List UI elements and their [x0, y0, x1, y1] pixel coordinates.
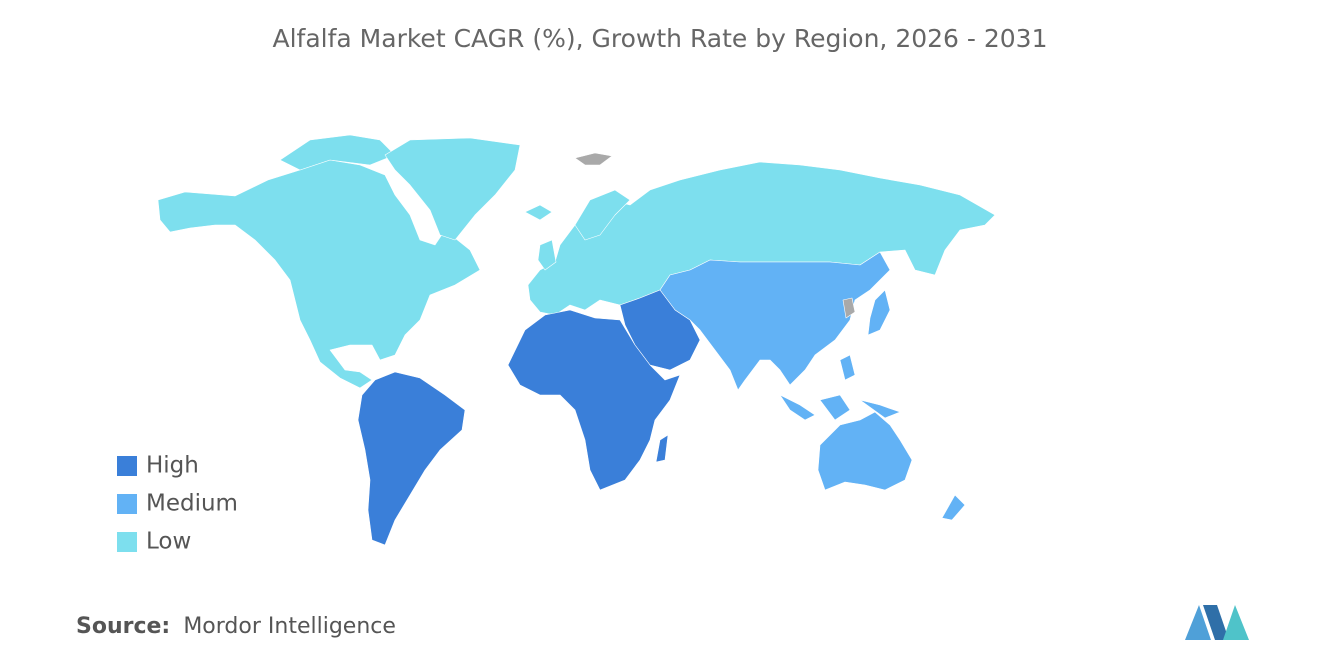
legend-swatch: [117, 494, 137, 514]
legend-label: Medium: [146, 491, 238, 517]
source-text: Mordor Intelligence: [183, 614, 396, 639]
no-data-region: [574, 152, 613, 166]
source-label: Source:: [76, 614, 170, 639]
madagascar: [655, 434, 669, 463]
scandinavia: [574, 189, 631, 241]
no-data-korea: [842, 297, 856, 319]
legend-label: Low: [146, 529, 191, 555]
logo-shape: [1185, 605, 1211, 640]
sea-islands: [779, 354, 901, 421]
legend-label: High: [146, 453, 199, 479]
greenland: [384, 137, 521, 241]
logo-shape: [1223, 605, 1249, 640]
world-map: [157, 134, 996, 546]
japan: [867, 289, 891, 336]
south-america: [357, 371, 466, 546]
logo: [1185, 605, 1249, 640]
uk: [537, 239, 557, 271]
legend-swatch: [117, 532, 137, 552]
north-america: [157, 159, 481, 389]
legend-swatch: [117, 456, 137, 476]
source: Source: Mordor Intelligence: [76, 614, 396, 639]
australia: [817, 411, 913, 491]
asia: [659, 251, 891, 391]
africa: [507, 309, 681, 491]
iceland: [524, 204, 553, 221]
chart-title: Alfalfa Market CAGR (%), Growth Rate by …: [273, 24, 1048, 53]
new-zealand: [941, 494, 966, 521]
logo-shape: [1203, 605, 1229, 640]
legend: High Medium Low: [117, 453, 238, 555]
